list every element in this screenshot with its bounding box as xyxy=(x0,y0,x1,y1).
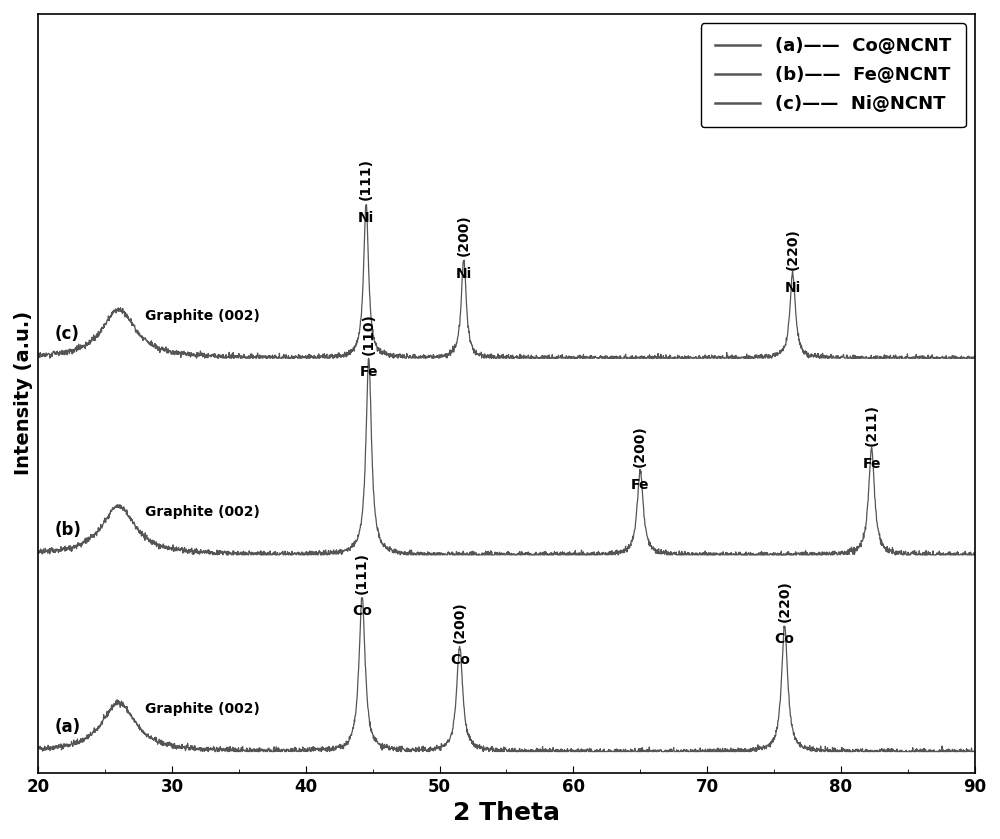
Text: Co: Co xyxy=(450,654,470,667)
Text: (b): (b) xyxy=(54,521,81,539)
Text: Fe: Fe xyxy=(360,365,378,379)
Text: Fe: Fe xyxy=(631,477,649,492)
Text: (a): (a) xyxy=(54,718,81,736)
Text: Co: Co xyxy=(352,604,372,618)
Text: (200): (200) xyxy=(457,215,471,256)
X-axis label: 2 Theta: 2 Theta xyxy=(453,801,560,825)
Text: (200): (200) xyxy=(453,601,467,643)
Text: (110): (110) xyxy=(362,313,376,355)
Text: (111): (111) xyxy=(359,158,373,200)
Text: Graphite (002): Graphite (002) xyxy=(145,505,260,519)
Text: (200): (200) xyxy=(633,425,647,467)
Text: Graphite (002): Graphite (002) xyxy=(145,702,260,716)
Text: Co: Co xyxy=(775,632,795,646)
Text: (c): (c) xyxy=(54,325,79,342)
Text: (111): (111) xyxy=(355,551,369,593)
Y-axis label: Intensity (a.u.): Intensity (a.u.) xyxy=(14,311,33,476)
Text: Ni: Ni xyxy=(785,281,801,294)
Text: (220): (220) xyxy=(786,228,800,270)
Text: Ni: Ni xyxy=(358,211,374,225)
Text: Ni: Ni xyxy=(456,267,472,281)
Text: Fe: Fe xyxy=(862,456,881,471)
Text: (220): (220) xyxy=(778,580,792,622)
Text: (211): (211) xyxy=(865,404,879,446)
Text: Graphite (002): Graphite (002) xyxy=(145,309,260,322)
Legend: (a)——  Co@NCNT, (b)——  Fe@NCNT, (c)——  Ni@NCNT: (a)—— Co@NCNT, (b)—— Fe@NCNT, (c)—— Ni@N… xyxy=(701,23,966,128)
